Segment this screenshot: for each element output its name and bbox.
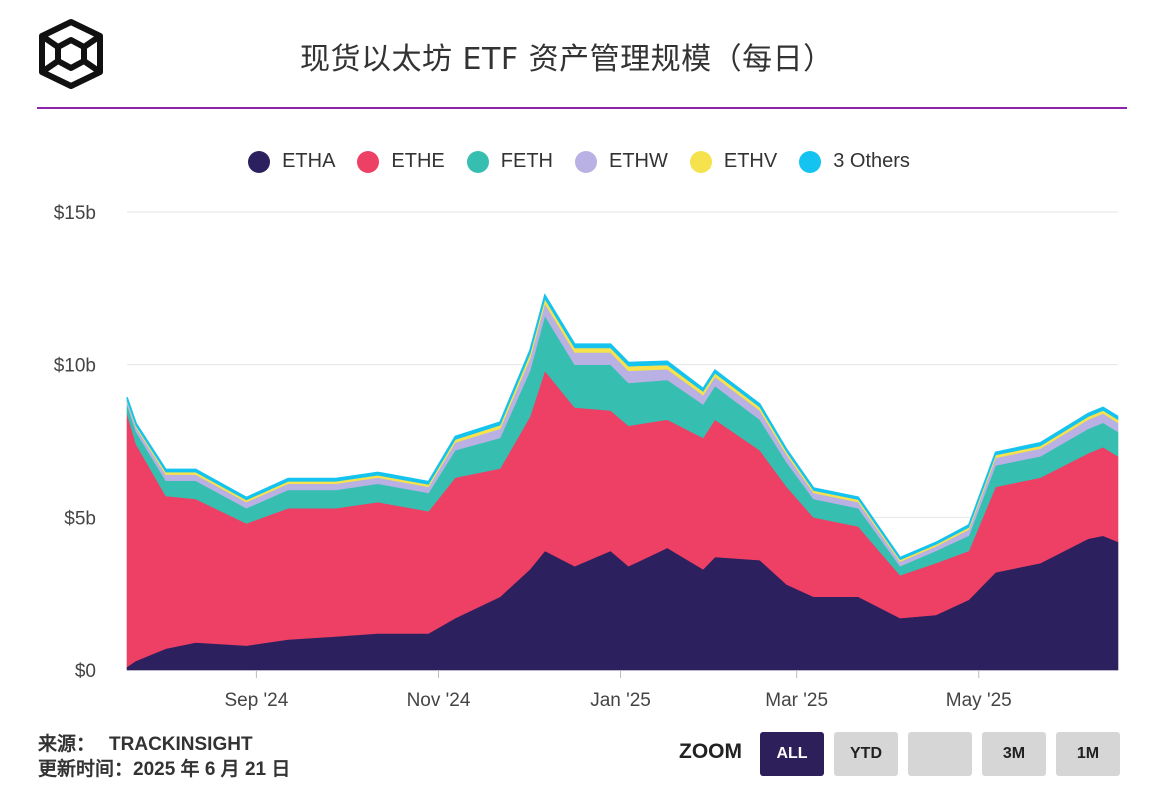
legend-label: FETH [500, 150, 553, 172]
legend-item-others[interactable]: 3 Others [799, 150, 910, 173]
legend-marker [466, 150, 489, 173]
source-label: 来源： [38, 734, 96, 755]
legend-item-ethw[interactable]: ETHW [574, 150, 668, 173]
legend-marker [689, 150, 712, 173]
total-outline [126, 293, 1119, 559]
source-info: 来源： TRACKINSIGHT 更新时间：2025 年 6 月 21 日 [38, 732, 290, 782]
legend-label: 3 Others [833, 150, 910, 172]
chart-legend: ETHA ETHE FETH ETHW ETHV 3 Others [0, 150, 1158, 173]
stacked-area-chart: $15b $10b $5b $0 Sep '24 Nov '24 Jan '25 Mar '2… [54, 203, 1119, 711]
legend-marker [799, 150, 822, 173]
legend-item-ethe[interactable]: ETHE [357, 150, 445, 173]
source-line: 来源： TRACKINSIGHT [38, 732, 290, 757]
zoom-ytd-button[interactable]: YTD [834, 732, 898, 776]
legend-label: ETHW [608, 150, 668, 172]
updated-value: 2025 年 6 月 21 日 [133, 759, 291, 780]
y-tick-label: $10b [54, 356, 96, 377]
title-divider [37, 107, 1127, 109]
chart-title: 现货以太坊 ETF 资产管理规模（每日） [300, 42, 834, 77]
zoom-label: ZOOM [679, 740, 742, 763]
zoom-1m-button[interactable]: 1M [1056, 732, 1120, 776]
zoom-3m-button[interactable]: 3M [982, 732, 1046, 776]
x-tick-label: Sep '24 [224, 690, 288, 711]
zoom-all-button[interactable]: ALL [760, 732, 824, 776]
x-tick-label: Mar '25 [765, 690, 828, 711]
legend-marker [357, 150, 380, 173]
legend-marker [248, 150, 271, 173]
legend-item-feth[interactable]: FETH [466, 150, 553, 173]
legend-label: ETHV [723, 150, 778, 172]
y-tick-label: $15b [54, 203, 96, 224]
x-tick-label: Jan '25 [590, 690, 651, 711]
zoom-blank-button[interactable] [908, 732, 972, 776]
legend-marker [574, 150, 597, 173]
legend-label: ETHE [391, 150, 445, 172]
legend-item-ethv[interactable]: ETHV [689, 150, 778, 173]
legend-item-etha[interactable]: ETHA [248, 150, 335, 173]
cube-logo-icon [39, 19, 103, 89]
y-tick-label: $5b [64, 508, 96, 529]
source-value: TRACKINSIGHT [109, 734, 253, 755]
x-tick-label: Nov '24 [407, 690, 471, 711]
updated-label: 更新时间： [38, 759, 134, 780]
updated-line: 更新时间：2025 年 6 月 21 日 [38, 757, 290, 782]
y-tick-label: $0 [75, 661, 96, 682]
x-tick-label: May '25 [946, 690, 1012, 711]
legend-label: ETHA [282, 150, 336, 172]
